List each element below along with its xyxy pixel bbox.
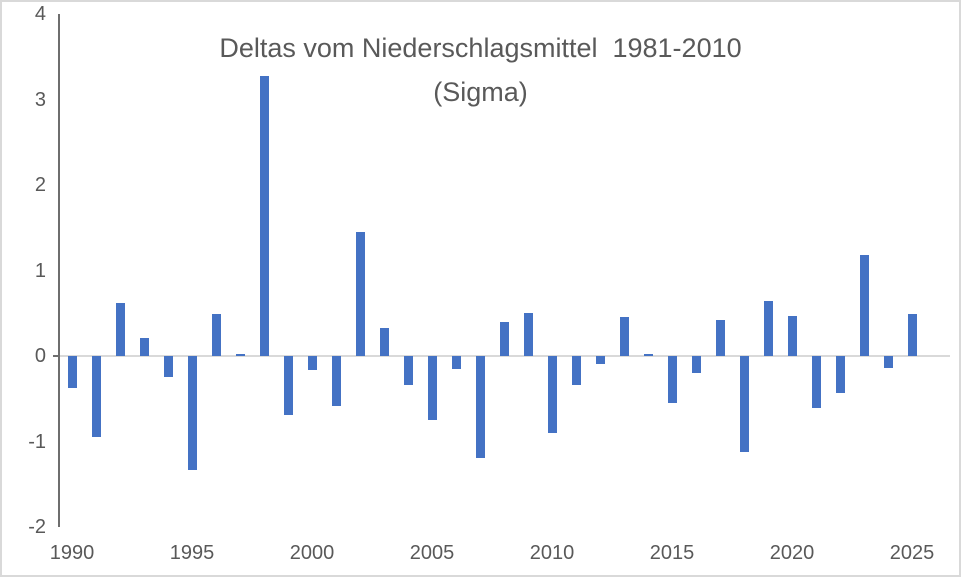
bar-2025 [907, 314, 917, 356]
y-tick-label--1: -1 [28, 430, 46, 453]
y-tick-label-0: 0 [34, 345, 46, 367]
x-tick-label-2000: 2000 [289, 542, 335, 564]
bar-1999 [283, 356, 293, 415]
bar-2015 [667, 356, 677, 404]
bar-1992 [115, 302, 125, 356]
x-tick-label-1990: 1990 [49, 542, 95, 564]
bar-2004 [403, 356, 413, 386]
bar-2018 [739, 356, 749, 452]
y-tick-label-3: 3 [34, 88, 46, 111]
bar-2023 [859, 255, 869, 356]
bar-2020 [787, 315, 797, 356]
bar-2000 [307, 356, 317, 370]
zero-gridline [60, 355, 950, 357]
bar-2021 [811, 356, 821, 409]
x-tick-label-2010: 2010 [529, 542, 575, 564]
chart-title-line1: Deltas vom Niederschlagsmittel 1981-2010 [219, 33, 742, 63]
bar-1996 [211, 314, 221, 356]
y-tick-label-4: 4 [34, 3, 46, 25]
bar-2017 [715, 320, 725, 356]
bar-2001 [331, 356, 341, 407]
bar-2010 [547, 356, 557, 433]
bar-2022 [835, 356, 845, 393]
bar-1990 [67, 356, 77, 388]
bar-2002 [355, 232, 365, 356]
zero-tick [53, 355, 58, 357]
bar-2003 [379, 327, 389, 356]
bar-1993 [139, 338, 149, 356]
bar-1995 [187, 356, 197, 470]
bar-2007 [475, 356, 485, 458]
bar-2013 [619, 316, 629, 356]
x-tick-label-2005: 2005 [409, 542, 455, 564]
y-tick-label--2: -2 [28, 516, 46, 538]
bar-2016 [691, 356, 701, 374]
y-axis-line [58, 14, 60, 527]
bar-2009 [523, 313, 533, 356]
x-tick-label-2025: 2025 [889, 542, 935, 564]
x-tick-label-2015: 2015 [649, 542, 695, 564]
bar-2014 [643, 354, 653, 356]
bar-2011 [571, 356, 581, 386]
bar-1997 [235, 354, 245, 356]
bar-1991 [91, 356, 101, 438]
chart-title-line2: (Sigma) [433, 77, 528, 107]
x-tick-label-2020: 2020 [769, 542, 815, 564]
bar-2008 [499, 321, 509, 356]
x-tick-label-1995: 1995 [169, 542, 215, 564]
bar-2012 [595, 356, 605, 364]
bar-1998 [259, 75, 269, 356]
bar-2019 [763, 301, 773, 356]
chart-title: Deltas vom Niederschlagsmittel 1981-2010… [2, 26, 959, 114]
bar-1994 [163, 356, 173, 378]
y-tick-label-2: 2 [34, 174, 46, 196]
y-tick-label-1: 1 [34, 259, 46, 282]
bar-2006 [451, 356, 461, 369]
bar-2005 [427, 356, 437, 421]
bar-2024 [883, 356, 893, 368]
